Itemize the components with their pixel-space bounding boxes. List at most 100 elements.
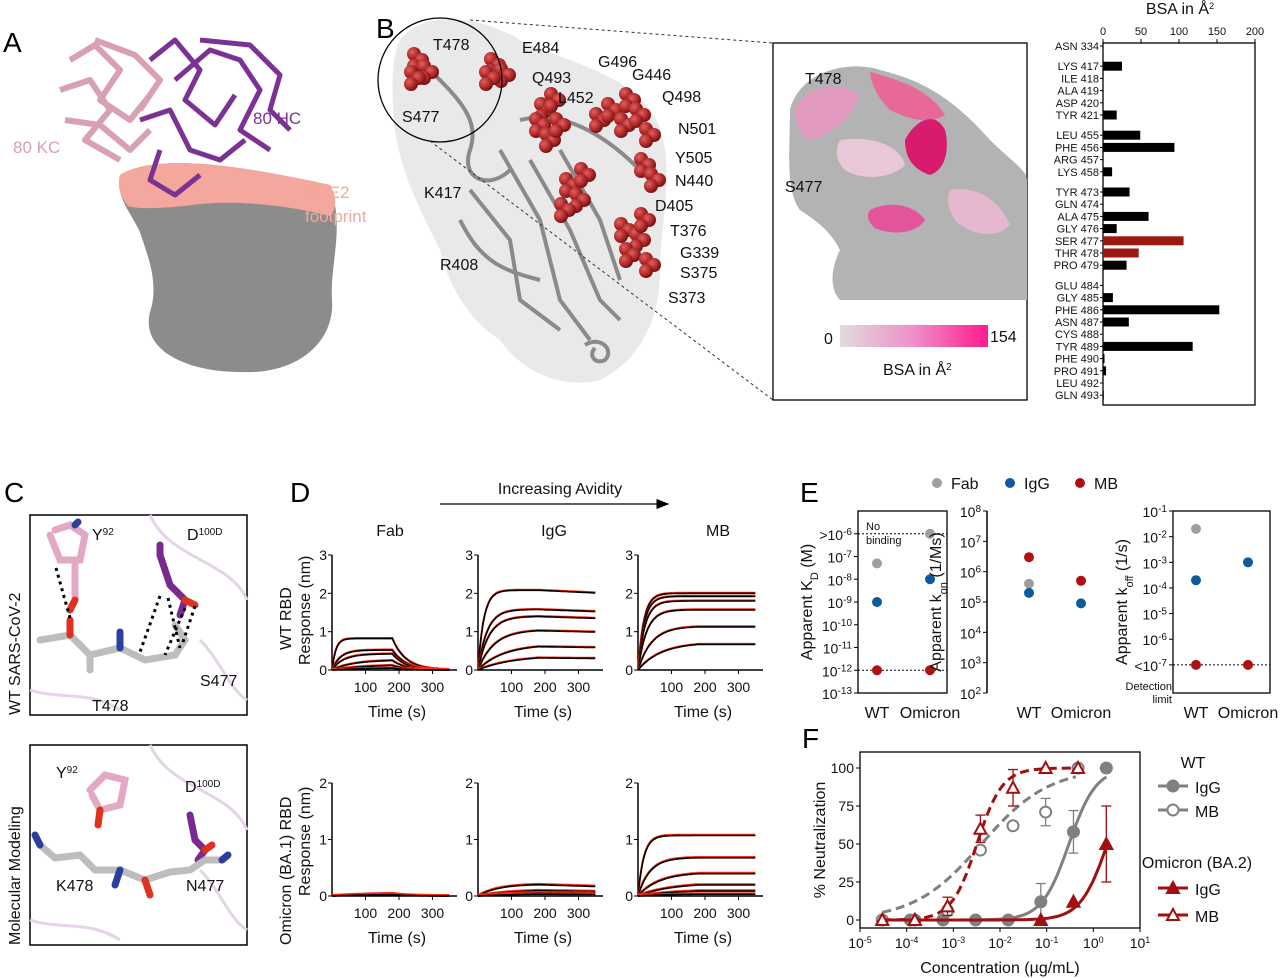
e-koff-plot: 10-110-210-310-410-510-6<10-7WT OmicronAp… [1114, 504, 1278, 723]
neutralization-legend: IgG MB IgG MB [1158, 779, 1221, 926]
y-tick-exp: -9 [843, 595, 852, 606]
y-tick-exp: -13 [838, 686, 853, 697]
x-tick-label: 50 [1135, 26, 1147, 38]
fit-curve [882, 846, 1108, 922]
fit-curve [637, 884, 756, 897]
residue-sphere [634, 219, 648, 233]
inset-bsa-patch [870, 72, 945, 121]
response-trace [477, 888, 596, 897]
inset-bsa-patch [905, 119, 947, 175]
bar-chart-title-text: BSA in Å [1146, 0, 1209, 18]
bar-phe-486 [1103, 305, 1220, 315]
data-point [1039, 805, 1053, 819]
bar-leu-455 [1103, 130, 1141, 140]
kinetics-panel: 0 1 2 3 100 200 300 Time (s) [319, 547, 457, 721]
residue-label: TYR 489 [1056, 341, 1099, 353]
x-tick-label: 300 [421, 679, 445, 695]
residue-label-t478: T478 [433, 37, 470, 54]
x-tick-exp: -2 [1004, 935, 1012, 945]
x-tick-label: 200 [693, 905, 717, 921]
x-axis-label: Time (s) [514, 930, 572, 947]
x-axis-label: Concentration (µg/mL) [920, 960, 1080, 977]
residue-sphere [549, 124, 563, 138]
y-tick-label: 105 [960, 595, 982, 612]
x-tick-label: 300 [727, 679, 751, 695]
y-tick-exp: -2 [1158, 529, 1167, 540]
bar-lys-458 [1103, 167, 1113, 177]
residue-label: TYR 421 [1056, 110, 1099, 122]
y-tick-label: 108 [960, 504, 982, 521]
point-fab-omicron [925, 528, 935, 539]
point-mb-wt [1191, 659, 1201, 670]
x-tick-base: 10 [1130, 935, 1146, 951]
y-tick-exp: 3 [975, 655, 981, 666]
y-tick-label: 104 [960, 625, 982, 642]
residue-label-s373: S373 [668, 290, 705, 307]
x-category-label: Omicron [900, 705, 960, 722]
residue-label-l452: L452 [558, 90, 594, 107]
y-tick-label: 107 [960, 534, 982, 551]
x-tick-base: 10 [942, 935, 958, 951]
bar-lys-417 [1103, 61, 1122, 71]
data-point [1037, 759, 1054, 774]
stick-models [31, 518, 232, 899]
fit-curve [637, 626, 756, 671]
legend-dot-fab [932, 478, 942, 488]
data-point [1070, 759, 1086, 774]
legend-marker [1166, 779, 1180, 793]
kinetics-panel: 0 1 2 100 200 300 Time (s) [319, 775, 457, 947]
y-tick-label: 10-6 [1143, 632, 1168, 649]
panel-c-top-box [29, 514, 248, 716]
panel-label-d: D [290, 477, 310, 508]
x-tick-label: 200 [1246, 26, 1264, 38]
y-tick-exp: -12 [838, 663, 853, 674]
inset-bsa-patch [795, 86, 860, 140]
data-point [907, 911, 923, 926]
zoom-circle [377, 17, 503, 143]
legend-wt-title: WT [1181, 755, 1206, 772]
x-tick-exp: -3 [957, 935, 965, 945]
y-tick-base: >10 [819, 527, 843, 543]
y-tick-base: 10 [1143, 632, 1159, 648]
y-tick-base: 10 [960, 686, 976, 702]
residue-label: PHE 456 [1055, 142, 1099, 154]
y-tick-label: 10-1 [1143, 504, 1168, 521]
fit-curve [637, 872, 756, 897]
panel-c: WT SARS-CoV-2 Molecular Modeling Y92 D10… [7, 514, 249, 946]
y-tick-label: 102 [960, 686, 982, 703]
kinetics-panel: 0 1 2 100 200 300 Time (s) [465, 775, 603, 947]
x-axis-label: Time (s) [674, 704, 732, 721]
data-point [972, 820, 989, 835]
y-tick-base: 10 [828, 595, 844, 611]
colorbar-title-text: BSA in Å [883, 360, 946, 379]
bar-asn-487 [1103, 317, 1129, 327]
label-y92-model-sup: 92 [67, 765, 79, 776]
y-tick-base: 10 [1143, 530, 1159, 546]
panel-e-legend: Fab IgG MB [932, 476, 1118, 493]
inset-bsa-patch [867, 204, 925, 233]
y-tick-label: 106 [960, 564, 982, 581]
y-axis-label-tail: (M) [799, 544, 816, 572]
legend-omicron-title: Omicron (BA.2) [1142, 855, 1252, 872]
y-tick-base: 10 [822, 663, 838, 679]
residue-label: PRO 491 [1054, 366, 1099, 378]
point-mb-omicron [1076, 575, 1086, 586]
response-trace [477, 892, 596, 897]
point-igg-omicron [925, 574, 935, 585]
y-tick-label: 100 [831, 760, 855, 776]
panel-d: Increasing Avidity Fab IgG MB WT RBD Res… [278, 481, 763, 947]
x-tick-base: 10 [1035, 935, 1051, 951]
legend-label-igg: IgG [1024, 476, 1050, 493]
legend-label: IgG [1195, 780, 1221, 797]
point-fab-wt [1024, 578, 1034, 589]
residue-sphere [554, 209, 568, 223]
data-point [1098, 835, 1115, 850]
label-d100d-text: D [187, 527, 199, 544]
y-tick-label: 2 [625, 585, 633, 601]
y-tick-base: 10 [960, 565, 976, 581]
x-tick-label: 10-2 [988, 935, 1012, 951]
panel-label-a: A [3, 27, 22, 58]
